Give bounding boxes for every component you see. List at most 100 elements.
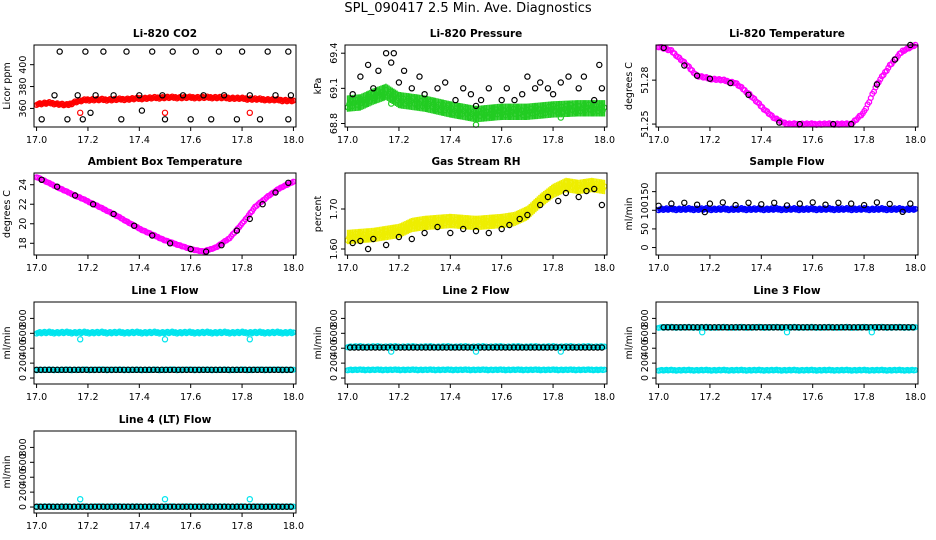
data-point: [518, 344, 526, 351]
y-tick-label: 200: [18, 483, 29, 501]
y-axis-label: ml/min: [2, 455, 13, 488]
data-point: [110, 210, 117, 218]
data-point: [346, 344, 354, 351]
y-axis-label: ml/min: [624, 197, 635, 230]
data-point: [118, 116, 125, 123]
y-tick-label: 400: [18, 56, 29, 74]
data-point: [355, 344, 362, 351]
data-point: [693, 72, 701, 79]
data-point: [271, 366, 278, 373]
data-point: [370, 235, 377, 243]
data-point: [702, 324, 710, 331]
x-tick-label: 17.6: [180, 392, 201, 403]
y-tick-label: 400: [18, 468, 29, 486]
data-point: [38, 176, 45, 183]
data-point: [690, 324, 697, 331]
data-point: [388, 59, 395, 66]
data-point: [770, 324, 777, 331]
data-point: [405, 344, 413, 351]
y-tick-label: 22: [18, 198, 29, 210]
y-tick-label: 0: [18, 375, 29, 381]
y-tick-label: 69.1: [329, 78, 340, 99]
data-point: [565, 344, 572, 351]
data-point: [82, 48, 89, 55]
data-point: [510, 344, 517, 351]
data-point: [816, 324, 824, 331]
data-point: [208, 366, 215, 373]
data-point: [100, 503, 107, 510]
data-point: [130, 222, 138, 229]
series-co2-min-max: [38, 48, 295, 123]
data-point: [846, 324, 853, 331]
data-point: [822, 201, 829, 208]
data-point: [89, 200, 97, 208]
data-point: [179, 92, 187, 99]
y-tick-label: 600: [18, 453, 29, 471]
data-point: [397, 344, 404, 351]
data-point: [408, 235, 415, 243]
data-point: [359, 344, 366, 351]
data-point: [485, 85, 492, 92]
series-rh-avg: [344, 177, 608, 245]
data-point: [556, 344, 564, 351]
data-point: [179, 366, 186, 373]
data-point: [133, 366, 140, 373]
series-line3-circles: [660, 324, 917, 331]
data-point: [62, 366, 69, 373]
data-point: [112, 503, 120, 510]
data-point: [183, 503, 190, 510]
data-point: [880, 324, 887, 331]
data-point: [50, 503, 57, 510]
x-tick-label: 17.0: [648, 392, 669, 403]
data-point: [766, 324, 773, 331]
data-point: [388, 344, 396, 351]
data-point: [776, 119, 783, 126]
y-tick-label: 600: [329, 324, 340, 342]
data-point: [138, 107, 146, 114]
data-point: [422, 344, 429, 351]
data-point: [137, 366, 144, 373]
data-point: [668, 200, 675, 207]
series-line2-outliers: [388, 348, 565, 355]
data-point: [460, 85, 467, 92]
data-point: [191, 366, 199, 373]
data-point: [195, 503, 203, 510]
data-point: [233, 366, 240, 373]
data-point: [150, 503, 157, 510]
data-point: [778, 324, 786, 331]
y-tick-label: 800: [329, 309, 340, 327]
y-tick-label: 51.28: [640, 67, 651, 94]
y-tick-label: 100: [640, 201, 651, 219]
data-point: [367, 344, 375, 351]
data-point: [745, 199, 752, 206]
data-point: [452, 96, 459, 104]
page-title: SPL_090417 2.5 Min. Ave. Diagnostics: [344, 1, 592, 16]
data-point: [233, 227, 241, 234]
data-point: [456, 344, 463, 351]
data-point: [395, 233, 403, 241]
data-point: [891, 56, 899, 63]
x-tick-label: 17.6: [180, 521, 201, 532]
panel-title: Ambient Box Temperature: [88, 156, 243, 168]
data-point: [573, 344, 580, 351]
data-point: [430, 344, 438, 351]
data-point: [166, 240, 174, 247]
x-tick-label: 17.2: [77, 392, 98, 403]
data-point: [266, 366, 274, 373]
data-point: [279, 503, 286, 510]
data-point: [45, 503, 53, 510]
y-tick-label: 51.25: [640, 110, 651, 137]
data-point: [873, 199, 881, 206]
data-point: [531, 85, 539, 92]
data-point: [464, 344, 471, 351]
data-point: [489, 344, 496, 351]
data-point: [272, 189, 279, 196]
data-point: [136, 92, 143, 99]
data-point: [258, 503, 265, 510]
data-point: [472, 227, 480, 235]
data-point: [715, 324, 722, 331]
data-point: [92, 92, 99, 99]
data-point: [537, 79, 544, 86]
data-point: [707, 324, 714, 331]
data-point: [732, 324, 739, 331]
